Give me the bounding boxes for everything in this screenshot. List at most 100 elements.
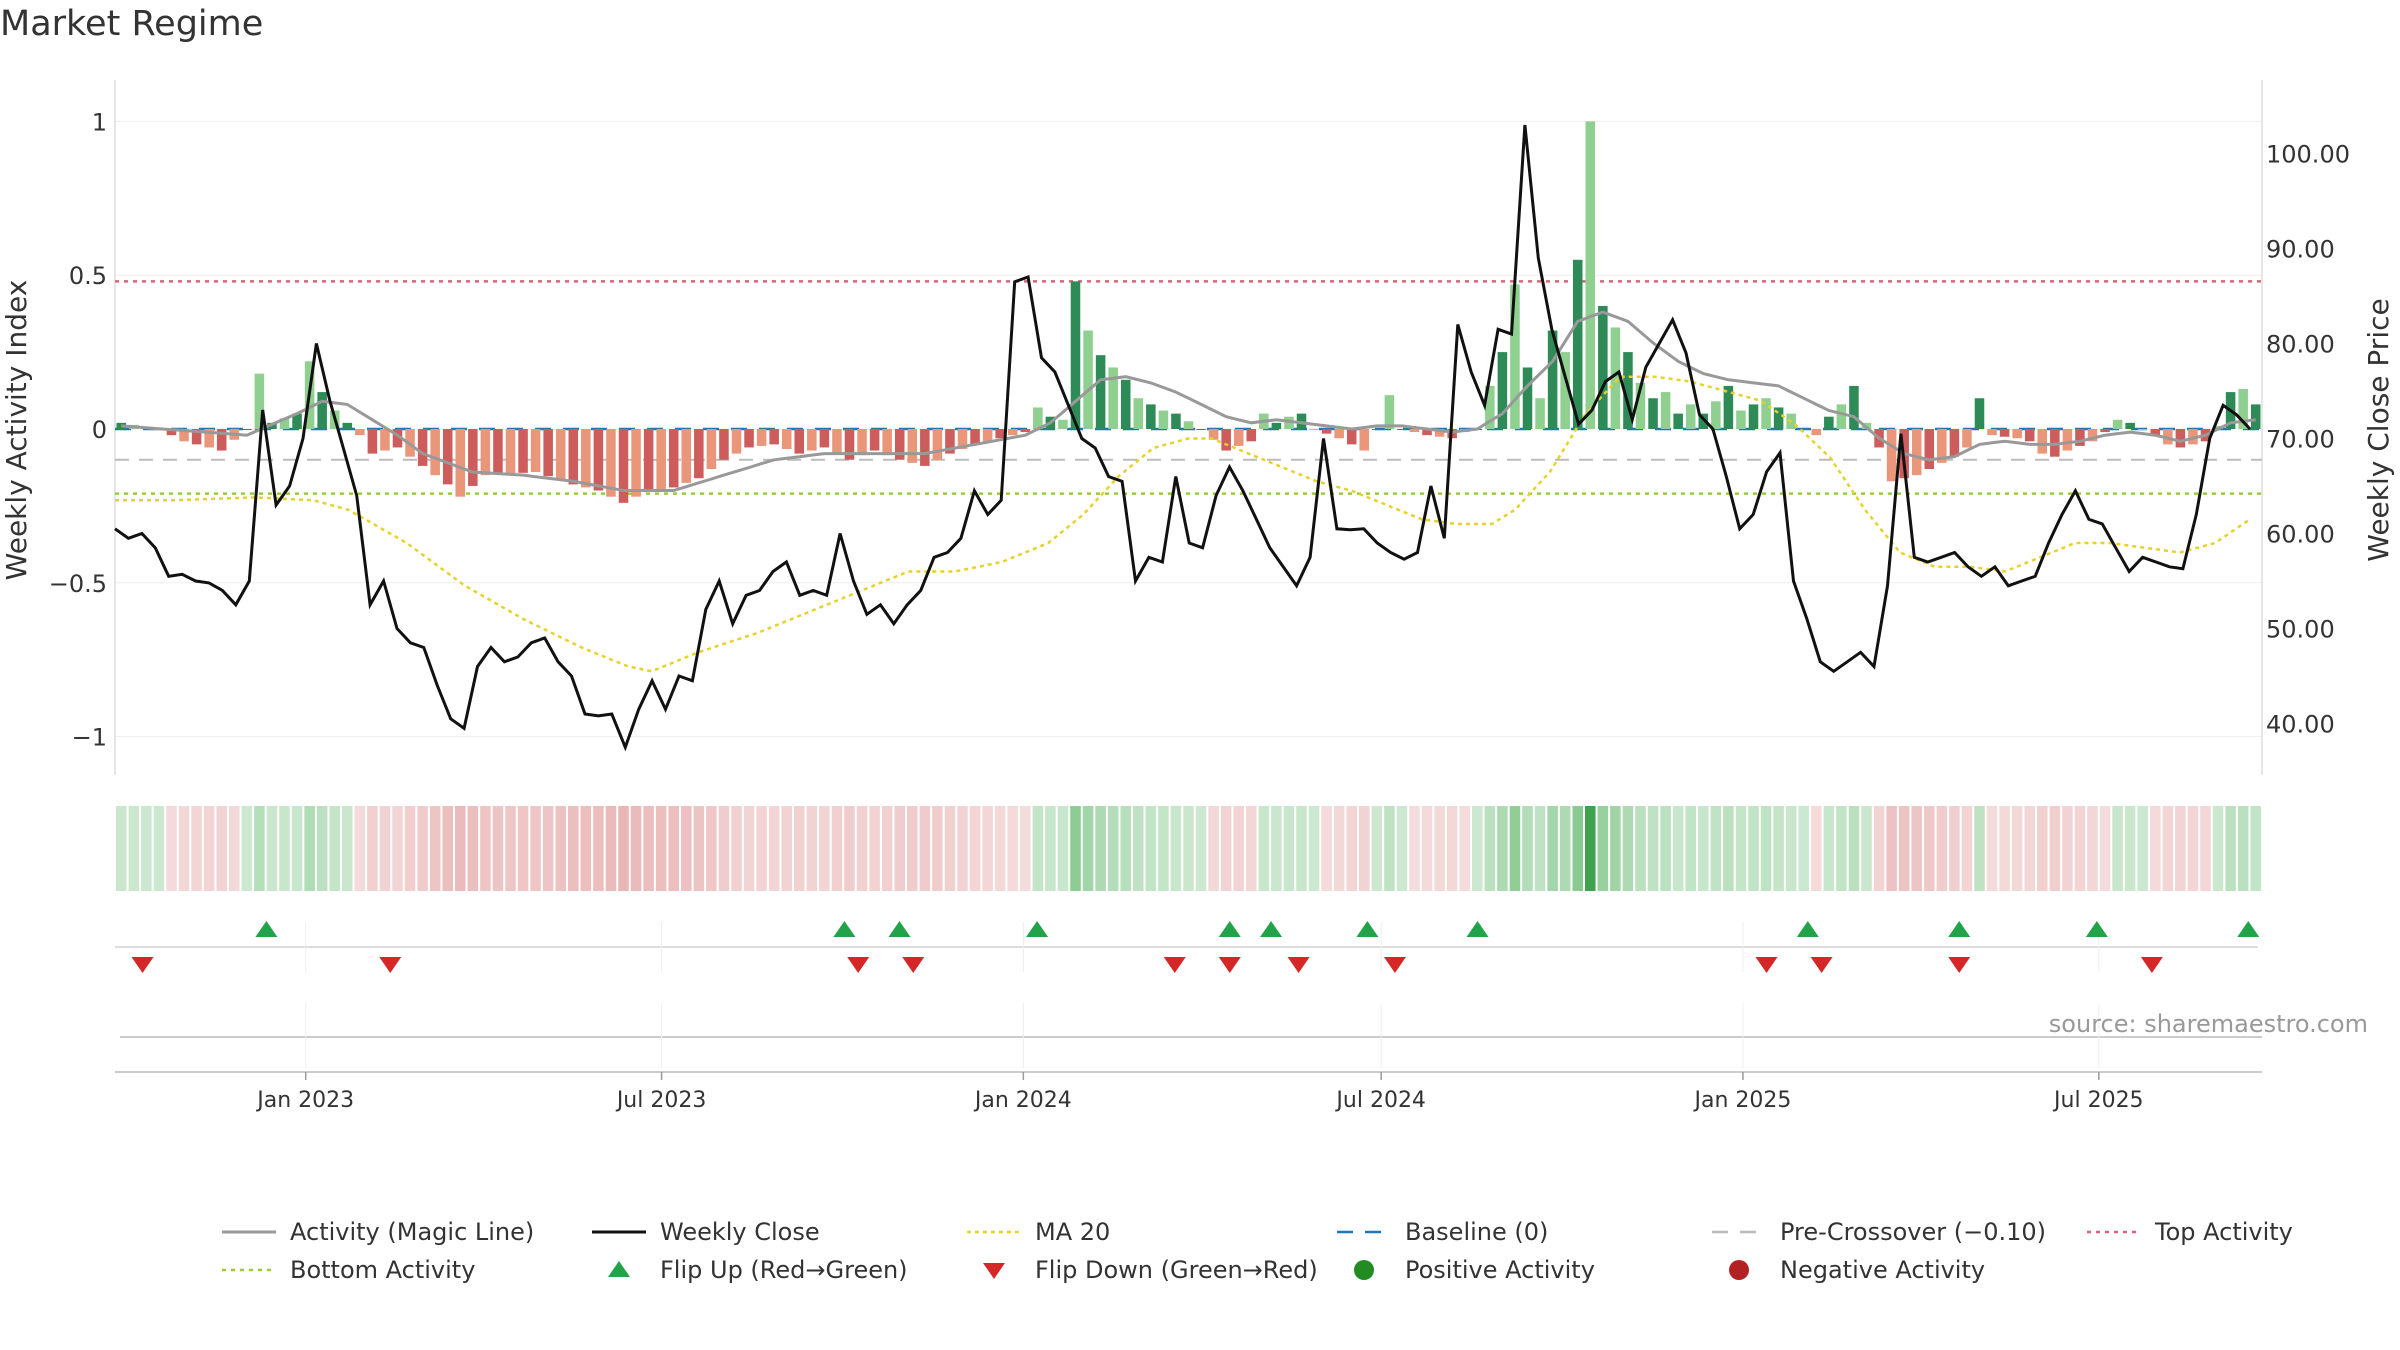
regime-strip-cell [580,806,592,891]
regime-strip-cell [957,806,968,891]
regime-strip-cell [1472,806,1483,891]
x-tick-label: Jul 2023 [615,1088,707,1113]
regime-strip-cell [1359,806,1370,891]
y-left-axis-title: Weekly Activity Index [0,280,33,581]
activity-bar [279,418,290,429]
flip-up-marker [833,921,856,937]
regime-strip-cell [1848,806,1860,891]
activity-bar [581,429,591,488]
activity-bar [1598,305,1608,429]
activity-bar [1158,410,1169,429]
regime-strip-cell [241,806,253,891]
activity-bar [2125,422,2135,429]
regime-strip-cell [379,806,391,891]
regime-strip-cell [1409,806,1420,891]
activity-bar [1434,429,1445,437]
regime-strip-cell [630,806,642,891]
regime-strip-cell [1823,806,1835,891]
flip-down-marker [379,957,402,973]
regime-strip-cell [932,806,943,891]
activity-bar [468,429,478,486]
activity-bar [2100,429,2110,433]
activity-bar [1949,429,1960,457]
activity-bar [1711,401,1721,429]
activity-bar [1171,413,1181,429]
activity-bar [1987,429,1997,436]
activity-bar [355,429,365,436]
activity-bar [894,429,905,460]
legend-label: MA 20 [1035,1218,1111,1246]
activity-bar [242,429,252,430]
activity-bar [694,429,704,479]
regime-strip-cell [2187,806,2199,891]
regime-strip-cell [1095,806,1106,891]
regime-strip-cell [643,806,654,891]
activity-bar [1397,429,1407,430]
regime-strip-cell [1396,806,1408,891]
regime-strip-cell [831,806,843,891]
activity-bar [2087,429,2098,442]
activity-bar [2175,429,2186,448]
regime-strip-cell [279,806,290,891]
regime-strip-cell [2137,806,2148,891]
activity-bar [1962,429,1972,448]
regime-strip-cell [128,806,140,891]
regime-strip-cell [1974,806,1985,891]
regime-strip-cell [1873,806,1885,891]
activity-bar [719,429,729,460]
activity-bar [744,429,754,448]
dot-red-icon [1710,1258,1780,1282]
activity-bar [2150,429,2161,436]
activity-bar [179,429,189,442]
y-right-tick-label: 50.00 [2266,616,2335,644]
activity-bar [116,422,127,429]
regime-strip-cell [2049,806,2061,891]
regime-strip-cell [1032,806,1044,891]
regime-strip-cell [404,806,416,891]
solid-line-black-icon [590,1220,660,1244]
activity-bar [769,429,779,445]
activity-bar [1196,429,1206,430]
regime-strip-cell [1158,806,1169,891]
activity-bar [1058,419,1068,429]
activity-bar [1547,330,1558,429]
activity-bar [254,373,265,429]
regime-strip-cell [844,806,855,891]
regime-strip-cell [1572,806,1583,891]
regime-strip-cell [116,806,127,891]
regime-strip-cell [555,806,566,891]
regime-strip-cell [1949,806,1960,891]
activity-bar [1535,398,1545,429]
activity-bar [1623,352,1633,429]
legend-label: Weekly Close [660,1218,820,1246]
regime-strip-cell [1522,806,1533,891]
activity-bar [455,429,466,497]
regime-strip-cell [1610,806,1621,891]
regime-strip-cell [304,806,315,891]
regime-strip-cell [718,806,730,891]
regime-strip-cell [618,806,629,891]
regime-strip-cell [1635,806,1646,891]
flip-up-marker [888,921,911,937]
activity-bar [342,422,353,429]
flip-down-marker [2140,957,2163,973]
y-right-tick-label: 90.00 [2266,236,2335,264]
activity-bar [1660,392,1671,429]
magic-line [121,310,2256,492]
activity-bar [292,413,302,429]
legend-label: Bottom Activity [290,1256,476,1284]
flip-up-marker [1948,921,1971,937]
regime-strip-cell [1986,806,1998,891]
activity-bar [1924,429,1935,469]
regime-strip-cell [1145,806,1157,891]
regime-strip-cell [1773,806,1784,891]
regime-strip-cell [1672,806,1684,891]
activity-bar [2024,429,2035,442]
legend-item: Negative Activity [1710,1256,1985,1284]
activity-bar [2137,429,2148,430]
regime-strip-cell [2200,806,2211,891]
dot-green-icon [1335,1258,1405,1282]
activity-bar [1522,367,1533,429]
activity-bar [1560,352,1570,429]
regime-strip-cell [1760,806,1772,891]
